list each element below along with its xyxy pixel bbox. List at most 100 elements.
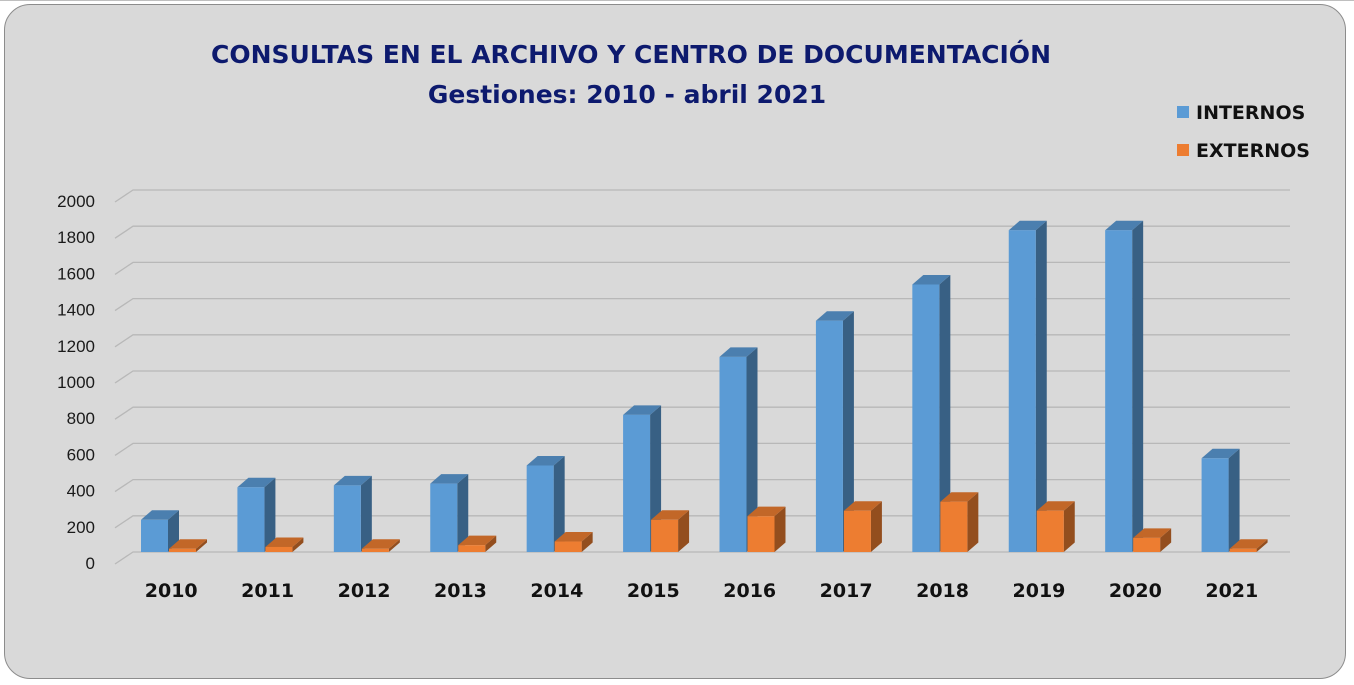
bar-internos-2011-side: [264, 477, 276, 552]
y-tick-label: 600: [67, 445, 95, 464]
gridline: [114, 297, 1290, 312]
bar-externos-2011-side: [292, 537, 304, 552]
y-axis: 0 200 400 600 800 1000 1200 1400 1600 1800 2000: [57, 192, 95, 573]
bar-externos-2018-front: [940, 501, 968, 552]
bar-externos-2018-side: [967, 492, 979, 552]
x-tick-label: 2018: [916, 580, 969, 602]
bar-internos-2017-front: [815, 320, 843, 552]
bar-internos-2021-top: [1201, 448, 1240, 459]
bar-externos-2021-front: [1229, 548, 1257, 552]
bar-externos-2014-side: [581, 532, 593, 552]
bar-internos-2012-side: [360, 475, 372, 552]
bar-externos-2016: [747, 506, 786, 552]
bar-externos-2021: [1229, 539, 1268, 552]
bar-externos-2015-top: [651, 510, 690, 520]
bar-externos-2018: [940, 492, 979, 552]
bar-externos-2020-front: [1133, 537, 1161, 552]
bar-internos-2020-front: [1105, 230, 1133, 552]
bar-externos-2015: [651, 510, 690, 552]
bar-externos-2013: [458, 535, 497, 552]
gridline: [114, 442, 1290, 456]
bar-internos-2020-top: [1105, 220, 1144, 231]
bar-internos-2017-side: [842, 311, 854, 552]
bar-externos-2019-top: [1036, 501, 1075, 511]
bar-externos-2019: [1036, 501, 1075, 552]
x-tick-label: 2012: [338, 580, 391, 602]
x-tick-label: 2011: [241, 580, 294, 602]
bar-internos-2016: [719, 347, 758, 552]
bar-externos-2012-top: [361, 539, 400, 549]
x-tick-label: 2020: [1109, 580, 1162, 602]
legend-swatch-internos: [1177, 106, 1189, 118]
bar-externos-2021-side: [1256, 539, 1268, 552]
bar-internos-2018-front: [912, 284, 940, 552]
x-tick-label: 2021: [1205, 580, 1258, 602]
bar-chart: CONSULTAS EN EL ARCHIVO Y CENTRO DE DOCU…: [57, 39, 1310, 602]
y-tick-label: 1800: [57, 228, 95, 247]
bar-internos-2021-front: [1201, 458, 1229, 552]
bar-internos-2020: [1105, 220, 1144, 552]
gridline: [114, 225, 1290, 239]
y-tick-label: 2000: [57, 192, 95, 211]
x-tick-label: 2010: [145, 580, 198, 602]
bar-internos-2013-front: [430, 483, 458, 552]
bar-externos-2012-front: [361, 548, 389, 552]
bar-internos-2018: [912, 275, 951, 552]
bar-externos-2020: [1133, 528, 1172, 552]
bar-externos-2013-side: [485, 535, 497, 552]
bar-internos-2017: [815, 311, 854, 552]
y-tick-label: 0: [86, 554, 95, 573]
y-tick-label: 1600: [57, 264, 95, 283]
bar-externos-2010-front: [169, 548, 196, 552]
bar-externos-2013-top: [458, 535, 497, 546]
bar-internos-2010-top: [141, 510, 179, 520]
bars: [141, 220, 1268, 552]
bar-externos-2015-side: [678, 510, 690, 552]
bar-internos-2015-front: [623, 414, 651, 552]
chart-title: CONSULTAS EN EL ARCHIVO Y CENTRO DE DOCU…: [211, 39, 1051, 69]
bar-externos-2011-top: [265, 537, 304, 547]
bar-externos-2016-top: [747, 506, 786, 517]
bar-internos-2010: [141, 510, 179, 552]
legend-label-internos: INTERNOS: [1196, 102, 1305, 124]
bar-internos-2019-front: [1008, 230, 1036, 552]
bar-internos-2018-side: [939, 275, 951, 552]
x-tick-label: 2013: [434, 580, 487, 602]
chart-frame: CONSULTAS EN EL ARCHIVO Y CENTRO DE DOCU…: [4, 4, 1346, 679]
gridline: [114, 261, 1290, 275]
x-tick-label: 2019: [1013, 580, 1066, 602]
x-tick-label: 2017: [820, 580, 873, 602]
gridline: [114, 551, 1290, 565]
bar-externos-2017-top: [843, 501, 882, 511]
bar-externos-2014: [554, 532, 593, 552]
bar-internos-2016-top: [719, 347, 758, 357]
bar-externos-2015-front: [651, 519, 679, 552]
bar-externos-2013-front: [458, 545, 486, 552]
bar-externos-2017: [843, 501, 882, 552]
bar-internos-2013-top: [430, 474, 469, 484]
bar-externos-2011-front: [265, 546, 293, 552]
gridline: [114, 334, 1290, 348]
bar-externos-2016-front: [747, 516, 775, 552]
bar-internos-2014-side: [553, 456, 565, 552]
bar-internos-2018-top: [912, 275, 951, 285]
bar-externos-2020-top: [1133, 528, 1172, 538]
x-tick-label: 2016: [723, 580, 776, 602]
bar-internos-2010-side: [168, 510, 179, 552]
x-tick-label: 2014: [530, 580, 583, 602]
bar-externos-2019-side: [1063, 501, 1075, 552]
bar-externos-2017-side: [870, 501, 882, 552]
bar-externos-2010-side: [196, 539, 207, 552]
x-axis: 2010 2011 2012 2013 2014 2015 2016 2017 2018 2019…: [145, 580, 1258, 602]
y-tick-label: 400: [67, 482, 95, 501]
bar-externos-2018-top: [940, 492, 979, 502]
bar-internos-2016-front: [719, 356, 747, 552]
bar-externos-2014-front: [554, 541, 582, 552]
bar-externos-2017-front: [843, 510, 871, 552]
gridlines: [114, 189, 1290, 565]
bar-internos-2021: [1201, 448, 1240, 552]
x-tick-label: 2015: [627, 580, 680, 602]
bar-internos-2013: [430, 474, 469, 552]
bar-internos-2014-front: [526, 465, 554, 552]
legend-swatch-externos: [1177, 144, 1189, 156]
